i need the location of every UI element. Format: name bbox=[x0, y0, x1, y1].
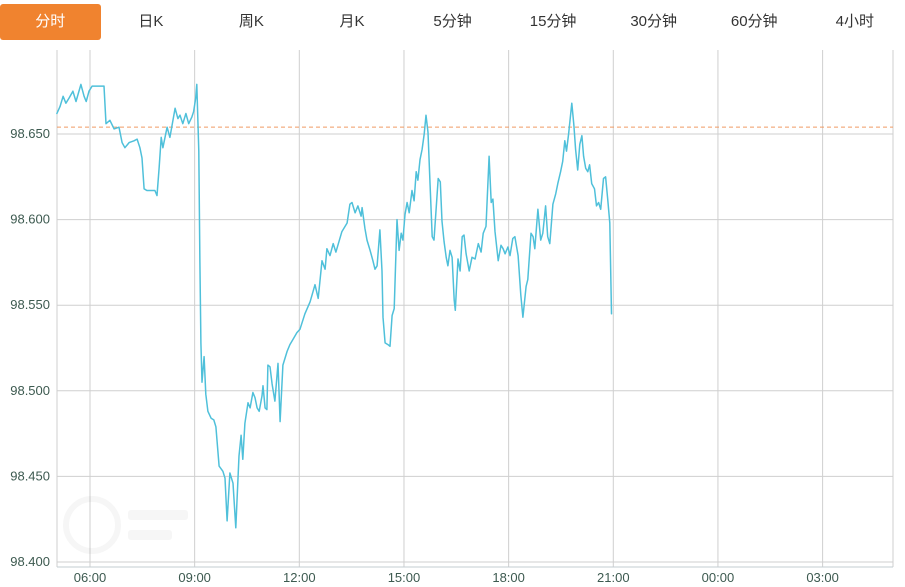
x-axis-label: 15:00 bbox=[388, 570, 421, 585]
y-axis-label: 98.550 bbox=[10, 297, 50, 312]
x-axis-label: 03:00 bbox=[806, 570, 839, 585]
tab-30min[interactable]: 30分钟 bbox=[630, 13, 677, 30]
x-axis-label: 18:00 bbox=[492, 570, 525, 585]
x-axis-label: 00:00 bbox=[702, 570, 735, 585]
x-axis-label: 09:00 bbox=[178, 570, 211, 585]
tab-weekly-k[interactable]: 周K bbox=[238, 13, 264, 30]
price-line bbox=[56, 83, 613, 529]
x-axis-label: 12:00 bbox=[283, 570, 316, 585]
tab-daily-k[interactable]: 日K bbox=[138, 13, 164, 30]
y-axis-label: 98.500 bbox=[10, 383, 50, 398]
tab-monthly-k[interactable]: 月K bbox=[339, 13, 365, 30]
tab-60min[interactable]: 60分钟 bbox=[730, 13, 778, 30]
x-axis-label: 06:00 bbox=[74, 570, 107, 585]
y-axis-label: 98.600 bbox=[10, 212, 50, 227]
tab-15min[interactable]: 15分钟 bbox=[529, 13, 577, 30]
y-axis-label: 98.450 bbox=[10, 468, 50, 483]
x-axis-label: 21:00 bbox=[597, 570, 630, 585]
tab-fenshi[interactable]: 分时 bbox=[0, 4, 101, 40]
chart-period-tabbar: 分时 日K 周K 月K 5分钟 15分钟 30分钟 60分钟 4小时 bbox=[0, 0, 905, 44]
y-axis-label: 98.650 bbox=[10, 126, 50, 141]
y-axis-label: 98.400 bbox=[10, 554, 50, 569]
tab-5min[interactable]: 5分钟 bbox=[433, 13, 472, 30]
tab-4hour[interactable]: 4小时 bbox=[835, 13, 874, 30]
